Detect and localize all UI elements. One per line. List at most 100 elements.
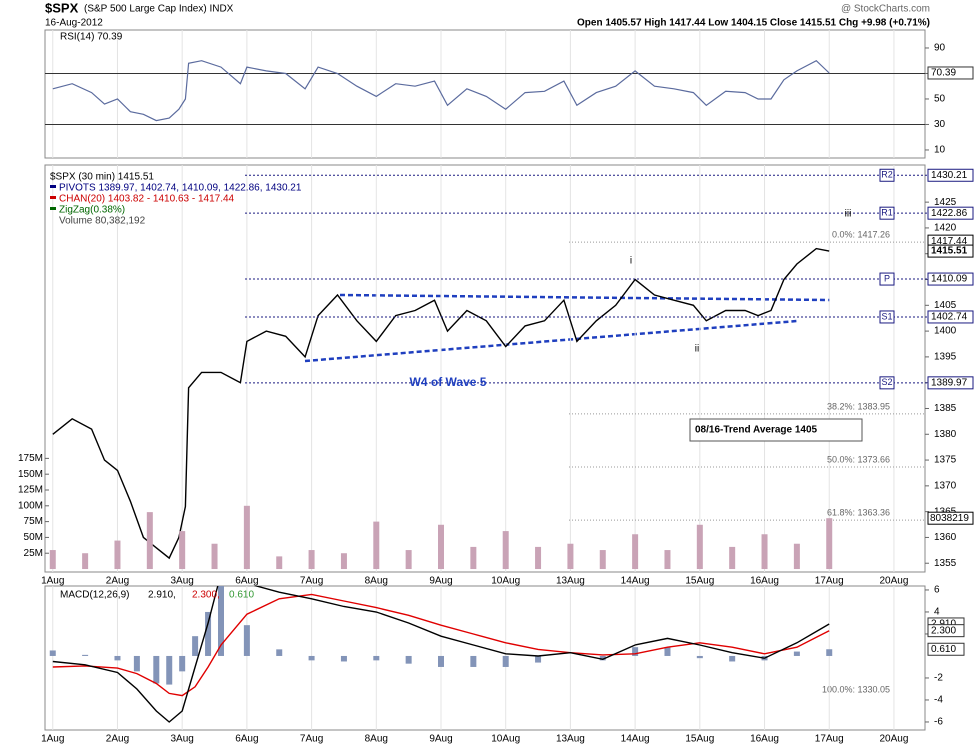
x-tick-label: 17Aug	[815, 734, 844, 744]
end-label: 2.300	[931, 625, 956, 636]
y2-tick-label: 25M	[24, 548, 43, 559]
y-tick-label: 1355	[934, 558, 957, 569]
bar	[696, 524, 703, 570]
y-tick-label: 10	[934, 145, 946, 156]
bar	[179, 531, 186, 570]
end-label-box	[927, 624, 965, 638]
bar	[179, 655, 186, 672]
pivot-name: P	[884, 273, 890, 283]
bar	[373, 521, 380, 570]
bar	[340, 553, 347, 570]
end-label-box	[927, 642, 965, 656]
note-box	[689, 418, 863, 442]
plot-area	[49, 165, 925, 572]
y-tick-label: 1425	[934, 197, 957, 208]
x-tick-label: 20Aug	[879, 576, 908, 587]
legend-entry: CHAN(20) 1403.82 - 1410.63 - 1417.44	[59, 194, 235, 205]
end-label: 2.910	[931, 619, 956, 630]
y-tick-label: 1375	[934, 455, 957, 466]
bar	[218, 586, 224, 656]
legend-swatch	[50, 207, 56, 210]
y2-tick-label: 100M	[18, 500, 43, 511]
price-box-label: 1415.51	[931, 246, 968, 257]
x-tick-label: 3Aug	[170, 734, 193, 744]
bar	[761, 534, 768, 570]
y-tick-label: 1420	[934, 223, 957, 234]
bar	[340, 655, 347, 662]
bar	[470, 655, 477, 667]
annotation: W4 of Wave 5	[410, 375, 487, 389]
plot-area	[49, 586, 895, 730]
fib-label: 50.0%: 1373.66	[827, 454, 890, 464]
price-box	[927, 244, 974, 258]
pivot-value-box	[927, 310, 974, 324]
bar	[308, 550, 315, 570]
pivot-value: 1430.21	[931, 170, 968, 181]
y2-tick-label: 175M	[18, 453, 43, 464]
x-tick-label: 3Aug	[170, 576, 193, 587]
x-tick-label: 10Aug	[491, 734, 520, 744]
symbol: $SPX	[45, 0, 79, 15]
x-tick-label: 1Aug	[41, 734, 64, 744]
y2-tick-label: 50M	[24, 532, 43, 543]
bar	[114, 655, 121, 661]
bar	[729, 655, 736, 662]
pivot-name: R1	[881, 208, 893, 218]
panel-title: MACD(12,26,9)	[60, 590, 129, 601]
description: (S&P 500 Large Cap Index) INDX	[84, 4, 234, 15]
pivot-name-box	[879, 310, 895, 324]
bar	[599, 550, 606, 570]
pivot-name: S1	[881, 311, 892, 321]
pivot-value-box	[927, 376, 974, 390]
x-tick-label: 1Aug	[41, 576, 64, 587]
last-value: 70.39	[931, 68, 956, 79]
y-tick-label: 1400	[934, 326, 957, 337]
x-tick-label: 14Aug	[621, 734, 650, 744]
y-tick-label: 90	[934, 43, 946, 54]
bar	[664, 550, 671, 570]
pivot-value: 1402.74	[931, 312, 968, 323]
x-tick-label: 8Aug	[365, 576, 388, 587]
y2-tick-label: 150M	[18, 469, 43, 480]
volume-box	[927, 511, 974, 525]
y-tick-label: 1380	[934, 429, 957, 440]
volume-box-label: 8038219	[930, 513, 969, 524]
macd-header-value: 2.910,	[148, 590, 176, 601]
x-tick-label: 15Aug	[685, 576, 714, 587]
price-box-label: 1417.44	[931, 236, 968, 247]
bar	[166, 655, 173, 685]
annotation: iii	[845, 209, 852, 220]
fib-label: 38.2%: 1383.95	[827, 401, 890, 411]
bar	[535, 655, 542, 663]
bar	[405, 655, 412, 664]
data-line	[52, 586, 830, 723]
x-tick-label: 6Aug	[235, 734, 258, 744]
pivot-name: R2	[881, 170, 893, 180]
bar	[133, 655, 140, 672]
y-tick-label: 6	[934, 585, 940, 596]
data-line	[52, 247, 830, 560]
last-value-box	[927, 66, 974, 80]
pivot-value-box	[927, 168, 974, 182]
panel-title: RSI(14) 70.39	[60, 32, 123, 43]
macd-panel	[44, 585, 926, 731]
y-tick-label: 4	[934, 607, 940, 618]
bar	[793, 651, 800, 656]
x-tick-label: 16Aug	[750, 734, 779, 744]
price-panel	[44, 164, 926, 573]
x-tick-label: 15Aug	[685, 734, 714, 744]
bar	[82, 553, 89, 570]
bar	[82, 654, 89, 656]
bar	[49, 650, 56, 656]
source: @ StockCharts.com	[841, 4, 930, 15]
bar	[502, 531, 509, 570]
note: 08/16-Trend Average 1405	[695, 425, 818, 436]
macd-header-value: 0.610	[229, 590, 254, 601]
x-tick-label: 9Aug	[429, 734, 452, 744]
x-tick-label: 2Aug	[106, 734, 129, 744]
y-tick-label: 50	[934, 94, 946, 105]
quote: Open 1405.57 High 1417.44 Low 1404.15 Cl…	[577, 18, 930, 29]
bar	[243, 625, 250, 656]
x-tick-label: 9Aug	[429, 576, 452, 587]
bar	[826, 518, 833, 570]
